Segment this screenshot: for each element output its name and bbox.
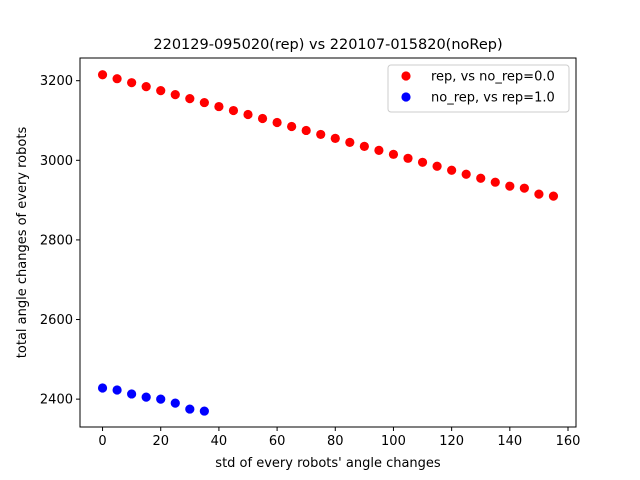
x-tick-label-6: 120: [439, 434, 464, 449]
point-series-1-0: [97, 383, 108, 393]
point-series-0-11: [257, 113, 268, 124]
point-series-1-1: [112, 385, 122, 395]
point-series-0-19: [374, 145, 384, 155]
x-tick-label-4: 80: [327, 434, 344, 449]
legend-box: [387, 64, 570, 113]
y-tick-label-2: 2800: [40, 233, 73, 248]
plot-frame: [79, 57, 577, 428]
x-tick-label-7: 140: [497, 434, 522, 449]
point-series-0-6: [185, 94, 195, 104]
legend: rep, vs no_rep=0.0 no_rep, vs rep=1.0: [387, 64, 570, 113]
point-series-0-15: [316, 129, 326, 140]
point-series-1-5: [170, 398, 180, 408]
legend-marker-1: [401, 92, 411, 102]
point-series-1-3: [141, 392, 151, 402]
point-series-0-27: [490, 177, 500, 187]
point-series-0-9: [228, 105, 239, 116]
point-series-0-12: [272, 117, 282, 128]
data-points: [97, 70, 559, 416]
point-series-0-7: [199, 97, 209, 108]
y-tick-label-1: 2600: [40, 313, 73, 328]
point-series-0-16: [330, 133, 340, 144]
chart-title: 220129-095020(rep) vs 220107-015820(noRe…: [153, 37, 502, 53]
point-series-0-26: [476, 173, 486, 183]
x-tick-label-0: 0: [98, 434, 106, 449]
point-series-0-21: [403, 153, 413, 163]
point-series-0-20: [388, 149, 399, 159]
point-series-0-1: [112, 74, 122, 84]
point-series-0-10: [243, 109, 253, 120]
point-series-0-0: [97, 70, 108, 80]
point-series-0-22: [417, 157, 428, 167]
y-tick-label-3: 3000: [40, 154, 73, 169]
x-tick-label-8: 160: [556, 434, 581, 449]
legend-label-0: rep, vs no_rep=0.0: [431, 70, 555, 85]
point-series-1-2: [127, 389, 137, 399]
point-series-0-18: [359, 141, 369, 151]
x-tick-label-1: 20: [152, 434, 169, 449]
x-axis-ticks: 0 20 40 60 80 100 120 140 160: [98, 427, 580, 449]
x-tick-label-3: 60: [269, 434, 286, 449]
point-series-0-8: [214, 101, 224, 112]
x-tick-label-2: 40: [211, 434, 228, 449]
point-series-0-2: [127, 78, 137, 88]
legend-marker-0: [401, 71, 411, 81]
point-series-0-23: [432, 161, 442, 171]
point-series-0-4: [156, 86, 166, 96]
point-series-0-24: [447, 165, 457, 175]
point-series-0-28: [505, 181, 515, 191]
x-tick-label-5: 100: [381, 434, 406, 449]
legend-label-1: no_rep, vs rep=1.0: [431, 91, 555, 106]
point-series-0-14: [301, 125, 311, 136]
point-series-1-7: [199, 406, 209, 416]
point-series-0-25: [461, 169, 471, 179]
y-tick-label-4: 3200: [40, 74, 73, 89]
point-series-0-5: [170, 90, 180, 100]
point-series-1-4: [156, 394, 166, 404]
y-axis-ticks: 2400 2600 2800 3000 3200: [40, 74, 80, 408]
point-series-1-6: [185, 404, 195, 414]
point-series-0-30: [534, 189, 544, 199]
point-series-0-3: [141, 82, 151, 92]
point-series-0-29: [519, 183, 529, 193]
x-axis-title: std of every robots' angle changes: [215, 456, 441, 471]
y-tick-label-0: 2400: [40, 393, 73, 408]
point-series-0-31: [548, 191, 559, 201]
point-series-0-17: [345, 137, 355, 147]
point-series-0-13: [287, 121, 297, 132]
y-axis-title: total angle changes of every robots: [15, 127, 30, 359]
